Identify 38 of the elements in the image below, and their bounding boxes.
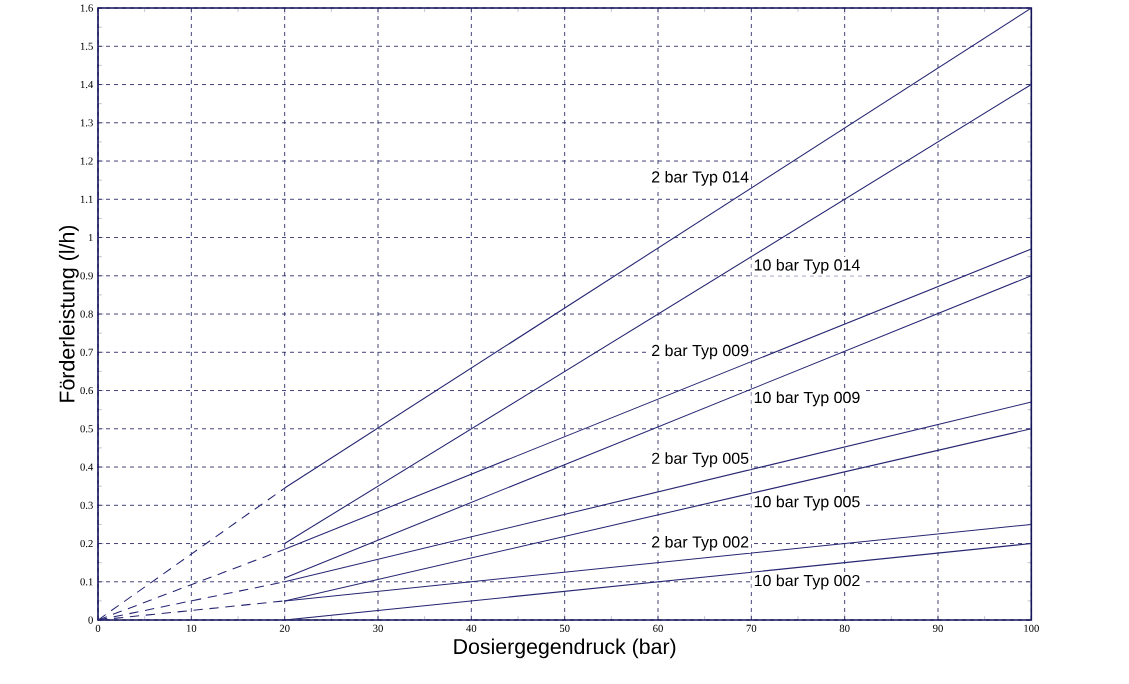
- series-label: 2 bar Typ 009: [652, 344, 749, 360]
- y-tick-label: 0.3: [80, 501, 93, 509]
- y-tick-label: 0.6: [80, 386, 93, 395]
- y-tick-label: 1.3: [80, 119, 93, 127]
- series-label: 10 bar Typ 009: [754, 391, 860, 407]
- y-tick-label: 1.4: [80, 80, 94, 89]
- y-axis-title: Förderleistung (l/h): [58, 225, 79, 402]
- y-tick-label: 1.1: [80, 195, 93, 203]
- y-tick-label: 1.6: [80, 4, 93, 12]
- x-tick-label: 40: [466, 624, 477, 632]
- y-tick-label: 0.8: [80, 310, 93, 318]
- x-axis-title: Dosiergegendruck (bar): [454, 638, 676, 659]
- series-label: 10 bar Typ 005: [754, 495, 860, 511]
- y-tick-label: 0: [88, 616, 93, 624]
- y-tick-label: 0.1: [80, 578, 93, 586]
- series-label: 10 bar Typ 002: [754, 574, 860, 590]
- x-tick-label: 90: [933, 624, 943, 632]
- y-tick-label: 1.5: [80, 42, 93, 50]
- y-tick-label: 0.2: [80, 539, 93, 548]
- series-label: 2 bar Typ 005: [652, 452, 749, 468]
- x-tick-label: 100: [1024, 624, 1039, 632]
- y-tick-label: 0.9: [80, 272, 93, 280]
- y-tick-label: 0.4: [80, 463, 94, 471]
- y-tick-label: 0.5: [80, 425, 93, 433]
- series-label: 2 bar Typ 014: [652, 170, 749, 186]
- x-tick-label: 50: [559, 624, 570, 632]
- y-tick-label: 1.2: [80, 157, 93, 165]
- x-tick-label: 20: [279, 624, 290, 632]
- x-tick-label: 30: [373, 624, 383, 632]
- x-tick-label: 80: [839, 624, 850, 632]
- y-tick-label: 1: [88, 234, 93, 242]
- x-tick-label: 70: [746, 624, 757, 632]
- series-label: 2 bar Typ 002: [652, 535, 749, 551]
- series-label: 10 bar Typ 014: [754, 258, 860, 274]
- x-tick-label: 0: [95, 624, 101, 632]
- x-tick-label: 10: [186, 624, 197, 632]
- x-tick-label: 60: [653, 624, 663, 632]
- y-tick-label: 0.7: [80, 348, 93, 356]
